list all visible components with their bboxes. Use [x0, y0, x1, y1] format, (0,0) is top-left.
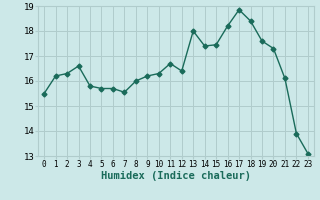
X-axis label: Humidex (Indice chaleur): Humidex (Indice chaleur): [101, 171, 251, 181]
